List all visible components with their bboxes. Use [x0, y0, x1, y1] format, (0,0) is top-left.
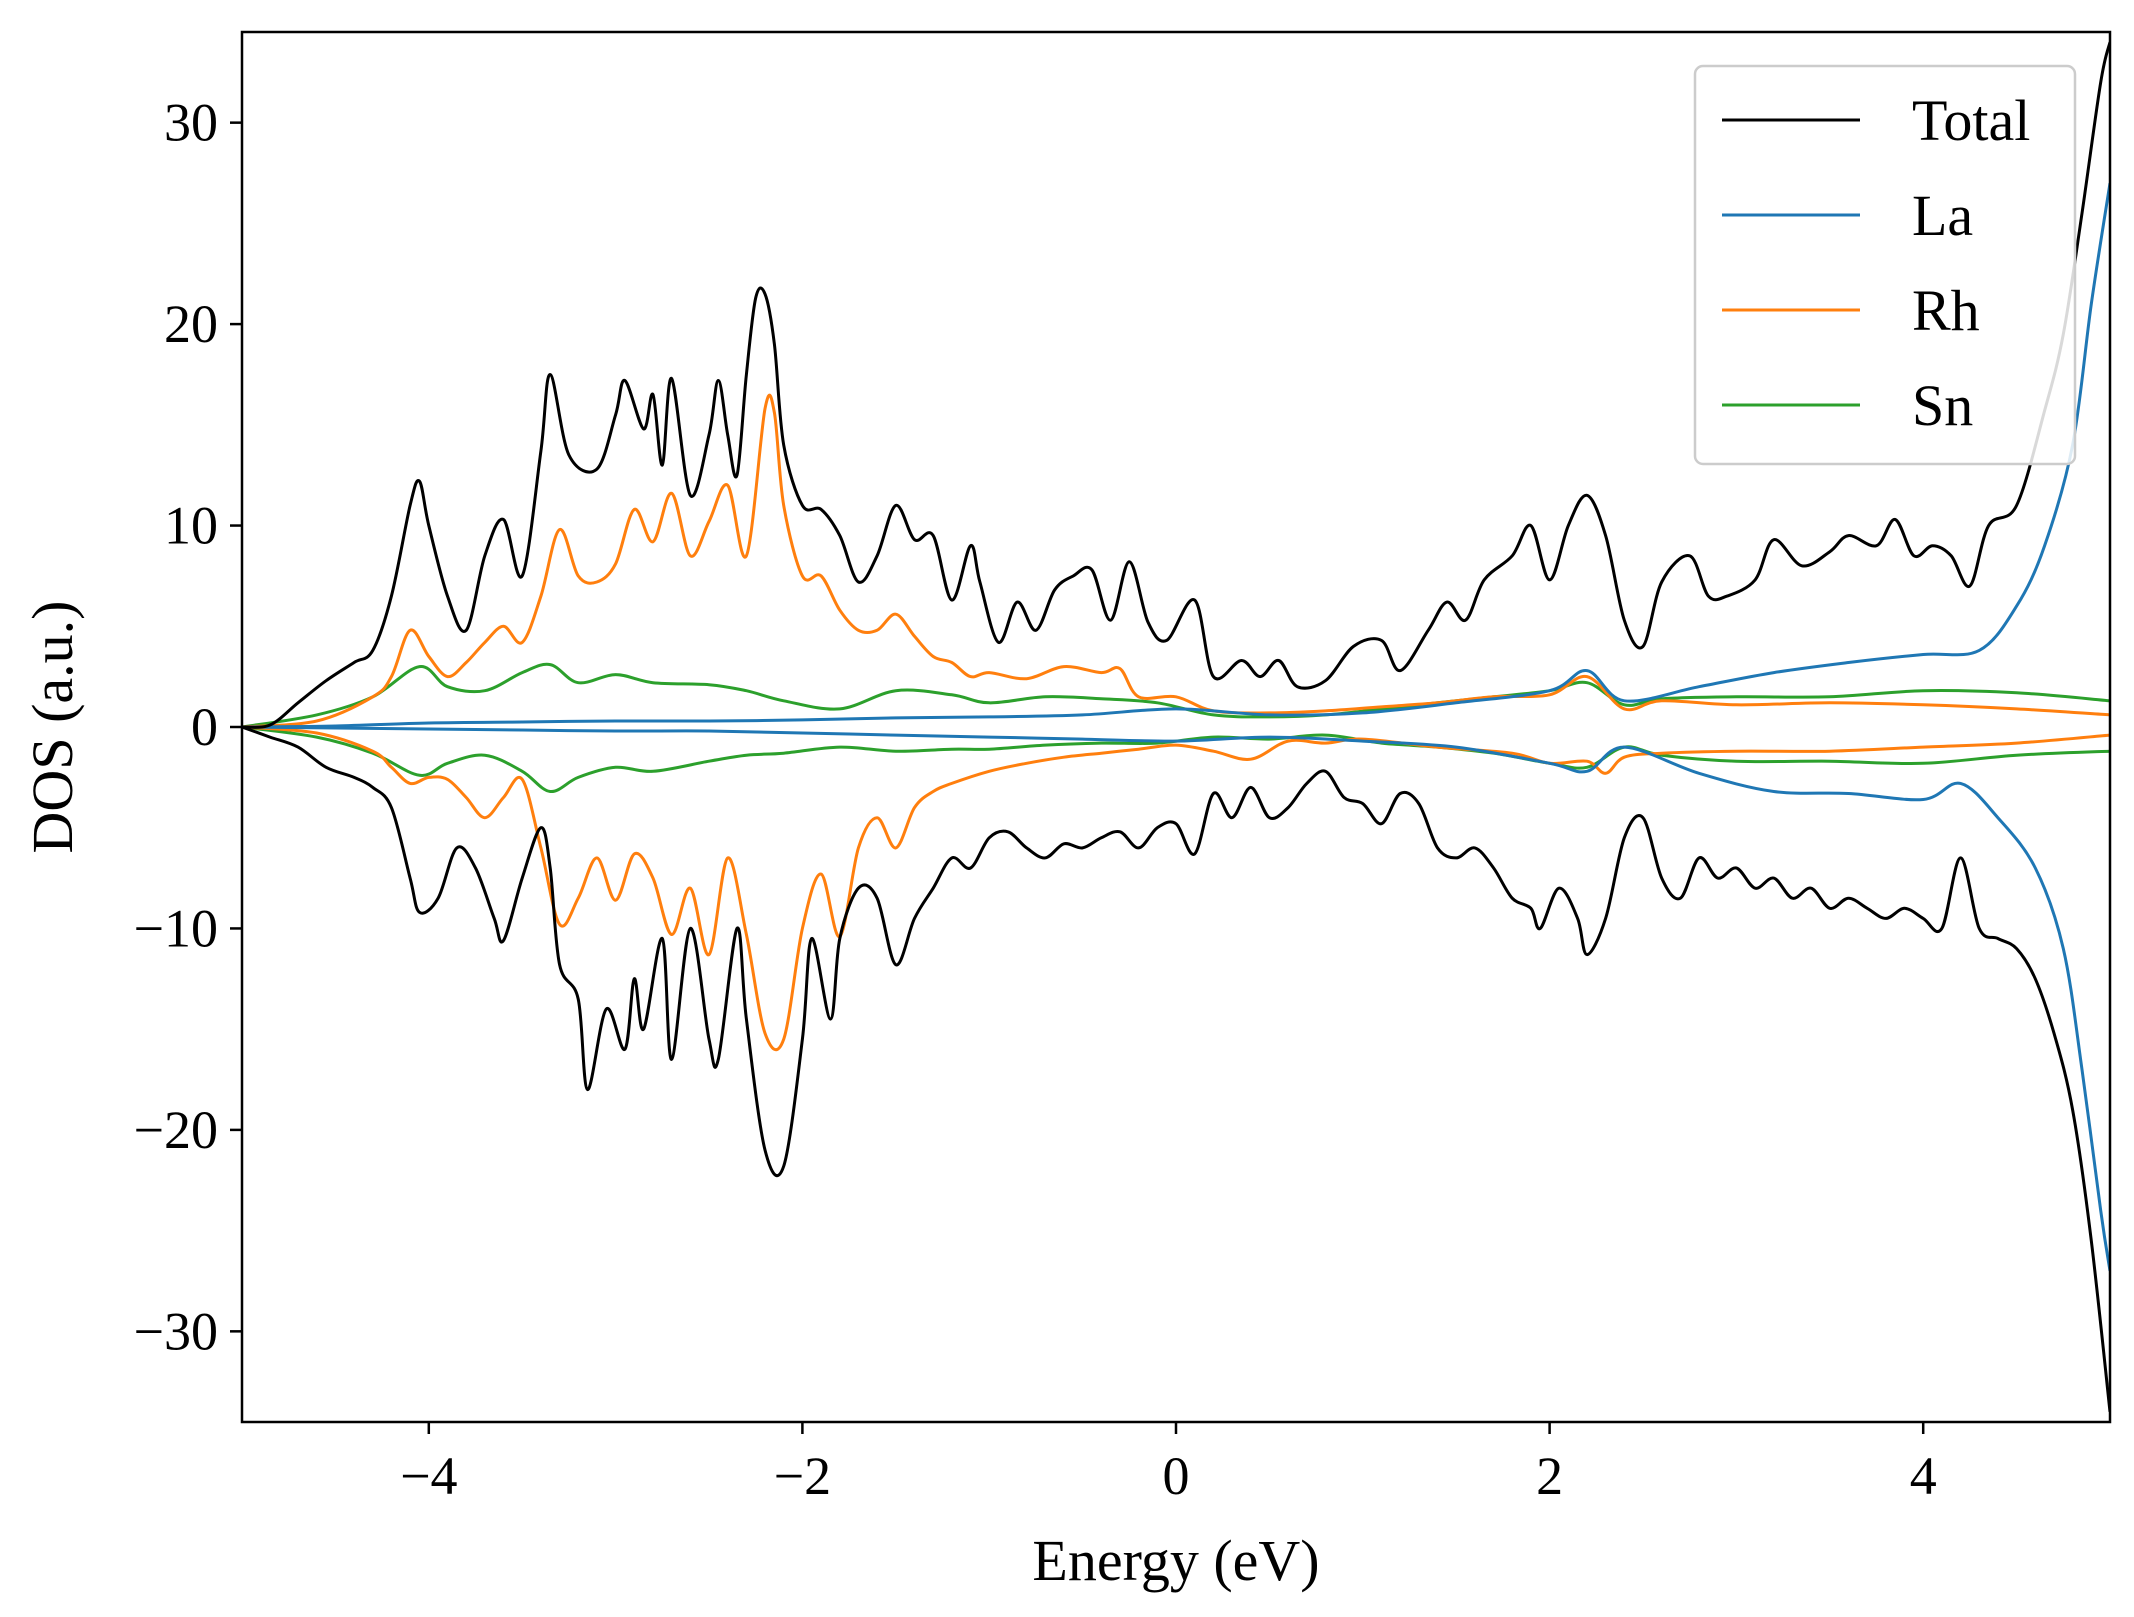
x-axis-label: Energy (eV)	[1032, 1528, 1319, 1593]
y-axis-label: DOS (a.u.)	[20, 601, 85, 854]
legend-box	[1693, 64, 2077, 466]
y-tick-label: 30	[164, 93, 218, 153]
legend-label-total: Total	[1912, 88, 2030, 153]
series-sn-spin-up-line	[242, 662, 2110, 729]
series-la-spin-down-line	[242, 725, 2110, 1272]
series-rh-spin-up-line	[242, 393, 2110, 729]
y-axis: −30 −20 −10 0 10 20 30	[134, 93, 242, 1361]
legend-label-la: La	[1912, 183, 1973, 248]
series-sn-spin-down-line	[242, 725, 2110, 794]
legend-label-sn: Sn	[1912, 373, 1973, 438]
y-tick-label: −10	[134, 898, 218, 958]
x-tick-label: 2	[1536, 1446, 1563, 1506]
y-tick-label: 20	[164, 294, 218, 354]
y-tick-label: 0	[191, 697, 218, 757]
series-total-spin-down-line	[242, 725, 2110, 1413]
legend-label-rh: Rh	[1912, 278, 1980, 343]
y-tick-label: −30	[134, 1301, 218, 1361]
x-axis: −4 −2 0 2 4	[400, 1422, 1937, 1506]
x-tick-label: 4	[1910, 1446, 1937, 1506]
y-tick-label: 10	[164, 496, 218, 556]
series-total-spin-up-line	[242, 41, 2110, 729]
x-tick-label: 0	[1163, 1446, 1190, 1506]
y-tick-label: −20	[134, 1100, 218, 1160]
x-tick-label: −4	[400, 1446, 457, 1506]
legend: Total La Rh Sn	[1693, 64, 2077, 466]
series-layer	[242, 41, 2110, 1413]
x-tick-label: −2	[774, 1446, 831, 1506]
series-la-spin-up-line	[242, 182, 2110, 729]
